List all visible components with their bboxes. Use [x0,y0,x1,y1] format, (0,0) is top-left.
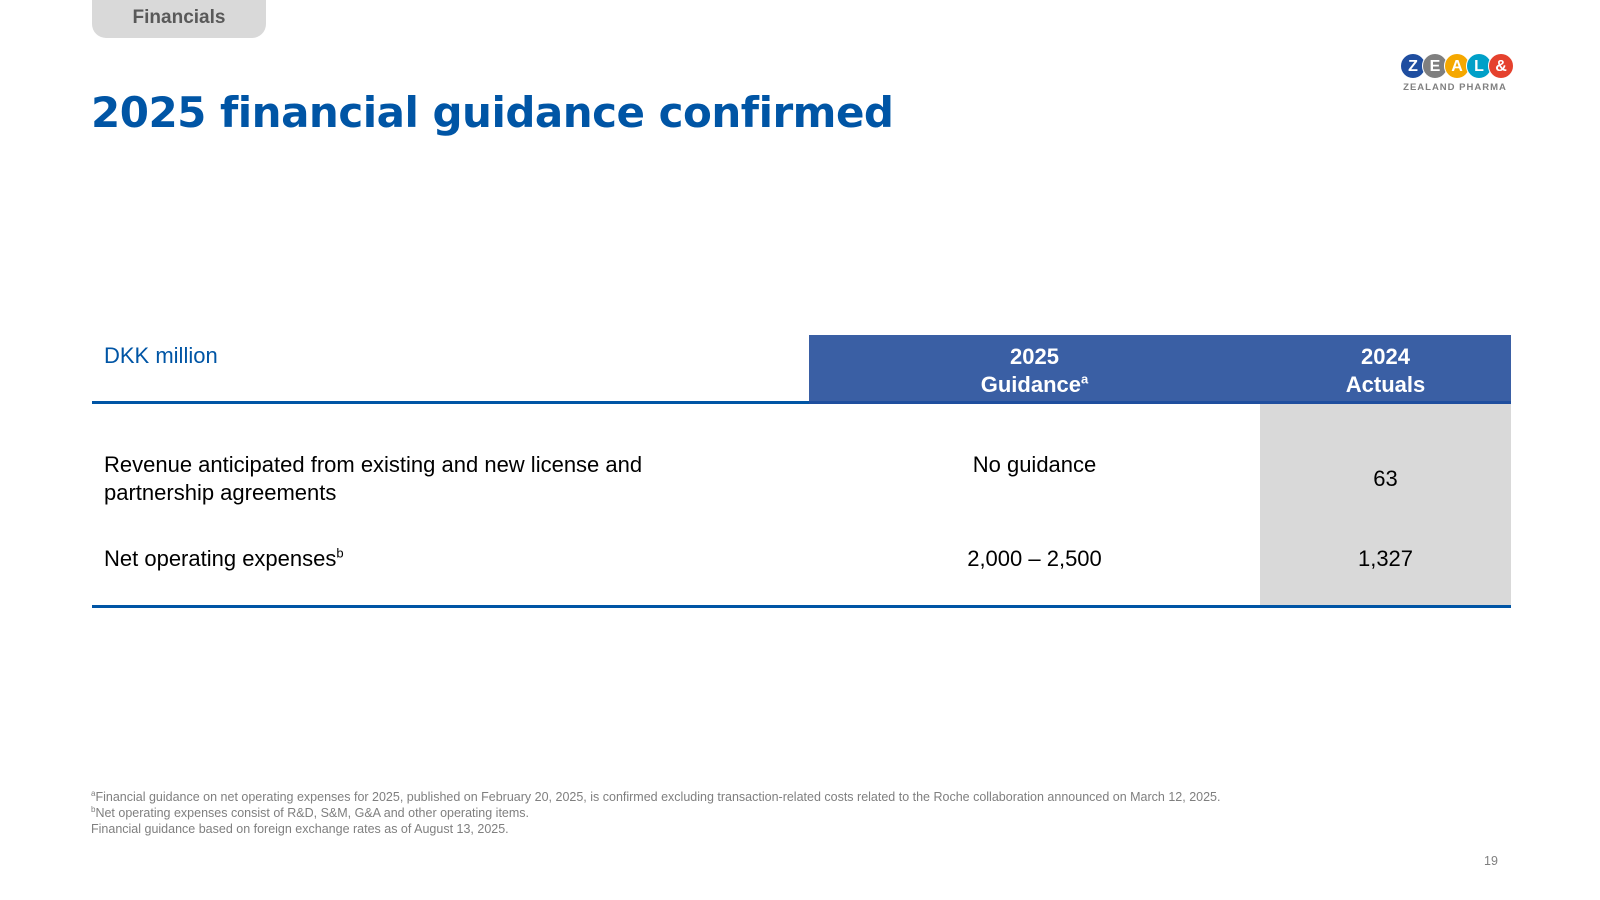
logo-tagline: ZEALAND PHARMA [1403,82,1507,93]
table-unit-label: DKK million [104,343,218,368]
row-label-revenue: Revenue anticipated from existing and ne… [104,452,643,505]
footnote-fx: Financial guidance based on foreign exch… [91,822,509,836]
column-header-actuals-label: Actuals [1345,372,1426,397]
section-tab: Financials [92,0,266,38]
zealand-pharma-logo: Z E A L & ZEALAND PHARMA [1400,53,1520,99]
row-net-opex-guidance: 2,000 – 2,500 [967,546,1102,571]
column-header-guidance-label: Guidancea [980,371,1089,397]
logo-circles: Z E A L & [1400,53,1520,79]
table-bottom-rule [92,605,1511,608]
footnotes: aFinancial guidance on net operating exp… [91,789,1220,837]
page-number: 19 [1484,854,1498,868]
footnote-marker-a: a [1081,371,1089,387]
row-label-net-opex: Net operating expensesb [104,545,344,571]
actuals-column-shading [1260,404,1511,605]
column-header-actuals-year: 2024 [1361,344,1410,369]
column-header-guidance-year: 2025 [1010,344,1059,369]
row-net-opex-actuals: 1,327 [1357,546,1414,571]
footnote-a: aFinancial guidance on net operating exp… [91,788,1221,804]
column-header-actuals: 2024 Actuals [1260,335,1511,403]
logo-letter-z: Z [1400,53,1426,79]
column-header-guidance: 2025 Guidancea [809,335,1260,403]
logo-letter-e: E [1422,53,1448,79]
footnote-marker-b: b [336,545,344,561]
logo-letter-ampersand: & [1488,53,1514,79]
footnote-b: bNet operating expenses consist of R&D, … [91,804,530,820]
row-revenue-guidance: No guidance [972,452,1097,477]
row-revenue-actuals: 63 [1373,466,1398,491]
slide-title: 2025 financial guidance confirmed [91,88,894,137]
header-divider [92,401,809,404]
header-divider-columns [809,401,1511,404]
